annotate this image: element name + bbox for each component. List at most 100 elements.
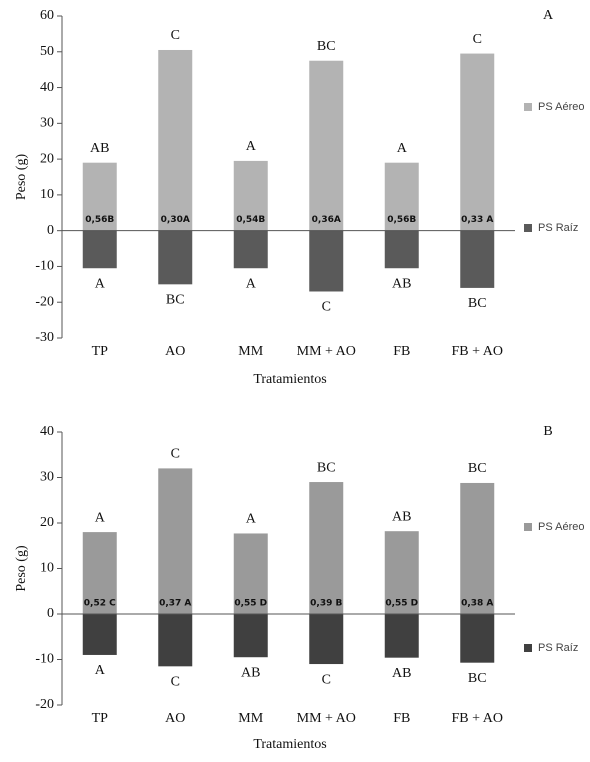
bar	[384, 614, 419, 658]
bar	[309, 230, 344, 292]
y-tick-label: 20	[40, 515, 54, 530]
y-tick-label: 40	[40, 424, 54, 439]
significance-letter: BC	[317, 460, 336, 475]
bar	[460, 614, 495, 663]
significance-letter: BC	[468, 296, 487, 311]
legend-label: PS Raíz	[538, 222, 578, 234]
y-tick-label: -30	[35, 330, 54, 345]
bar	[233, 533, 268, 614]
y-tick-label: 10	[40, 561, 54, 576]
significance-letter: AB	[392, 276, 411, 291]
legend-label: PS Aéreo	[538, 101, 584, 113]
significance-letter: A	[95, 663, 106, 678]
x-tick-label: FB	[393, 711, 410, 726]
significance-letter: AB	[392, 666, 411, 681]
significance-letter: C	[171, 28, 180, 43]
x-tick-label: TP	[92, 344, 109, 359]
bar	[460, 53, 495, 231]
y-tick-label: -20	[35, 697, 54, 712]
y-tick-label: 10	[40, 187, 54, 202]
significance-letter: A	[246, 139, 257, 154]
significance-letter: A	[95, 510, 106, 525]
ratio-label: 0,55 D	[385, 599, 418, 609]
ratio-label: 0,37 A	[159, 599, 191, 609]
ratio-label: 0,36A	[312, 215, 341, 225]
x-tick-label: MM + AO	[297, 344, 356, 359]
significance-letter: A	[397, 141, 408, 156]
significance-letter: C	[322, 672, 331, 687]
bar	[158, 49, 193, 231]
significance-letter: C	[473, 32, 482, 47]
bar	[82, 162, 117, 231]
x-axis-label: Tratamientos	[253, 737, 326, 752]
y-axis-label: Peso (g)	[14, 154, 29, 201]
ratio-label: 0,30A	[161, 215, 190, 225]
ratio-label: 0,33 A	[461, 215, 493, 225]
bar	[309, 60, 344, 231]
y-tick-label: -10	[35, 652, 54, 667]
x-tick-label: MM + AO	[297, 711, 356, 726]
x-tick-label: MM	[238, 711, 263, 726]
bar	[384, 531, 419, 614]
x-tick-label: FB	[393, 344, 410, 359]
bar	[309, 614, 344, 665]
significance-letter: A	[246, 276, 257, 291]
legend-swatch	[524, 644, 532, 652]
bar	[384, 162, 419, 231]
panel-label: A	[543, 8, 554, 23]
ratio-label: 0,56B	[85, 215, 114, 225]
significance-letter: BC	[317, 39, 336, 54]
y-tick-label: 60	[40, 8, 54, 23]
significance-letter: C	[171, 447, 180, 462]
legend-swatch	[524, 103, 532, 111]
y-tick-label: 20	[40, 151, 54, 166]
x-axis-label: Tratamientos	[253, 372, 326, 387]
significance-letter: A	[95, 276, 106, 291]
y-tick-label: 50	[40, 44, 54, 59]
x-tick-label: FB + AO	[452, 344, 503, 359]
x-tick-label: MM	[238, 344, 263, 359]
bar	[309, 482, 344, 614]
significance-letter: AB	[241, 665, 260, 680]
y-tick-label: -20	[35, 294, 54, 309]
y-tick-label: 0	[47, 223, 54, 238]
y-tick-label: 30	[40, 116, 54, 131]
significance-letter: AB	[392, 509, 411, 524]
bar	[233, 230, 268, 269]
significance-letter: BC	[468, 671, 487, 686]
y-tick-label: 40	[40, 80, 54, 95]
legend-swatch	[524, 224, 532, 232]
bar	[384, 230, 419, 269]
bar	[158, 614, 193, 667]
significance-letter: AB	[90, 141, 109, 156]
ratio-label: 0,38 A	[461, 599, 493, 609]
y-tick-label: -10	[35, 259, 54, 274]
significance-letter: A	[246, 512, 257, 527]
ratio-label: 0,54B	[236, 215, 265, 225]
significance-letter: C	[171, 675, 180, 690]
bar	[82, 614, 117, 655]
ratio-label: 0,55 D	[234, 599, 267, 609]
x-tick-label: TP	[92, 711, 109, 726]
significance-letter: BC	[468, 461, 487, 476]
significance-letter: BC	[166, 293, 185, 308]
legend-label: PS Aéreo	[538, 521, 584, 533]
x-tick-label: FB + AO	[452, 711, 503, 726]
bar	[460, 482, 495, 614]
bar	[460, 230, 495, 288]
significance-letter: C	[322, 300, 331, 315]
y-tick-label: 0	[47, 606, 54, 621]
x-tick-label: AO	[165, 344, 185, 359]
legend-label: PS Raíz	[538, 642, 578, 654]
ratio-label: 0,56B	[387, 215, 416, 225]
bar	[158, 468, 193, 614]
bar	[233, 160, 268, 231]
x-tick-label: AO	[165, 711, 185, 726]
y-tick-label: 30	[40, 470, 54, 485]
ratio-label: 0,39 B	[310, 599, 342, 609]
panel-label: B	[543, 424, 552, 439]
bar	[233, 614, 268, 658]
legend-swatch	[524, 523, 532, 531]
ratio-label: 0,52 C	[84, 599, 116, 609]
